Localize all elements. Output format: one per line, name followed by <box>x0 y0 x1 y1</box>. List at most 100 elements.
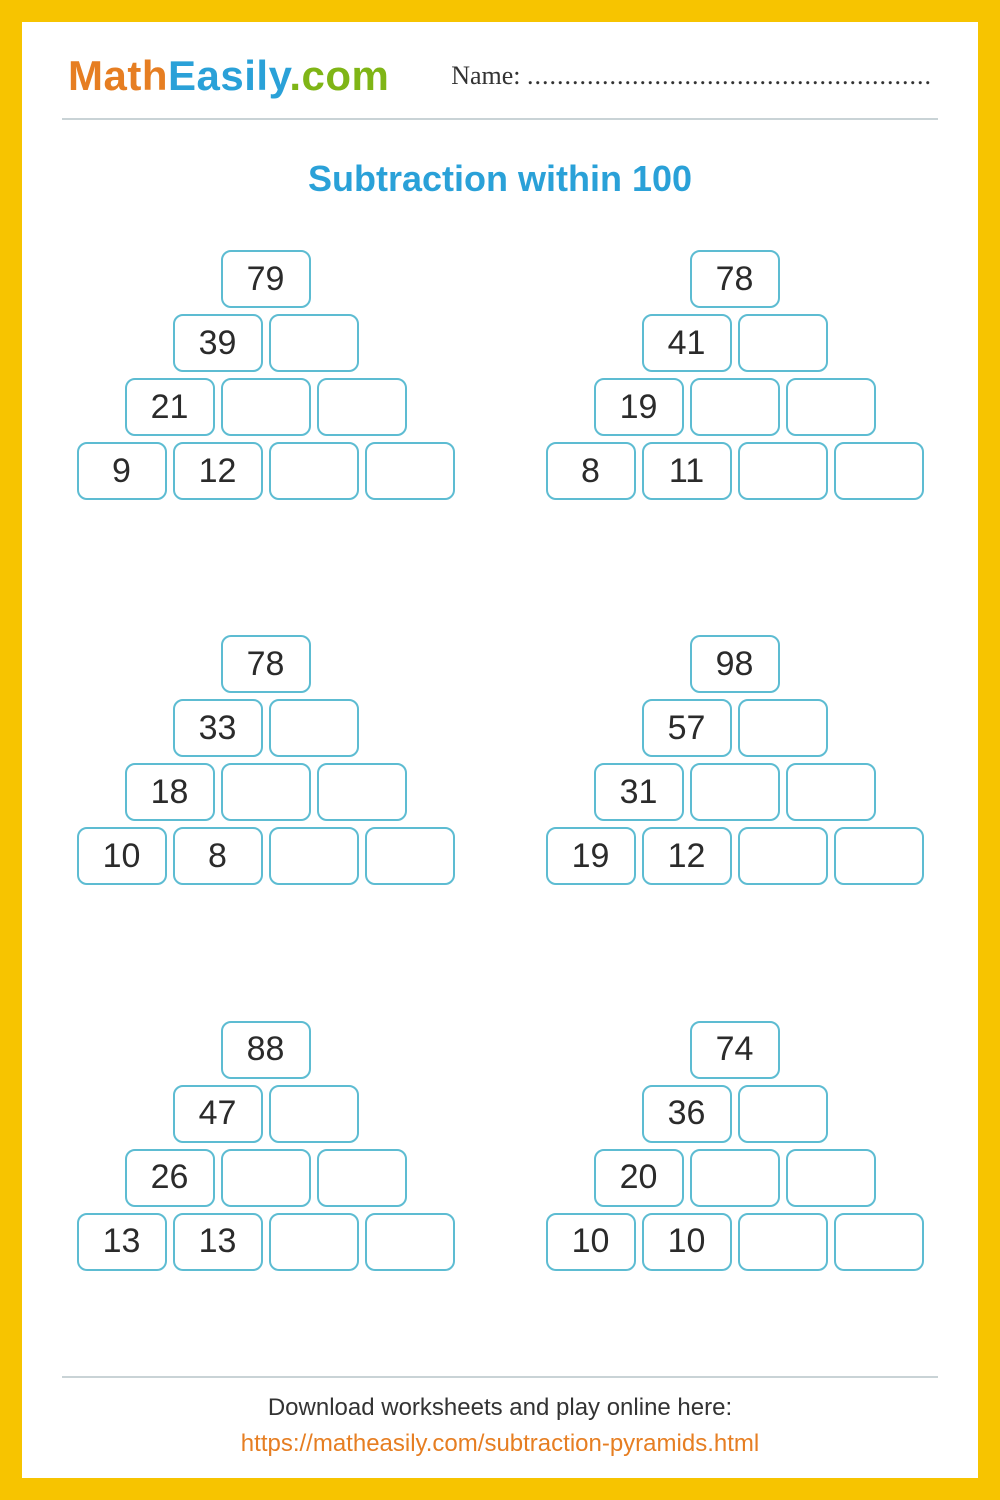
pyramid: 79 39 21 912 <box>66 250 465 575</box>
pyramid-cell: 98 <box>690 635 780 693</box>
pyramid-row: 811 <box>546 442 924 500</box>
pyramid-cell-empty <box>738 314 828 372</box>
pyramid-row: 41 <box>642 314 828 372</box>
pyramid-cell-empty <box>221 378 311 436</box>
pyramid-cell-empty <box>786 1149 876 1207</box>
pyramid-cell: 26 <box>125 1149 215 1207</box>
pyramid-row: 78 <box>690 250 780 308</box>
pyramid-cell: 21 <box>125 378 215 436</box>
pyramid-cell: 47 <box>173 1085 263 1143</box>
pyramid-row: 57 <box>642 699 828 757</box>
pyramid-row: 47 <box>173 1085 359 1143</box>
pyramid-cell-empty <box>269 699 359 757</box>
pyramid-cell-empty <box>317 1149 407 1207</box>
pyramid-cell-empty <box>269 442 359 500</box>
pyramid-cell: 36 <box>642 1085 732 1143</box>
pyramid-cell: 57 <box>642 699 732 757</box>
logo-part-3: .com <box>289 52 389 99</box>
pyramid-row: 74 <box>690 1021 780 1079</box>
pyramid-cell: 78 <box>690 250 780 308</box>
footer-link: https://matheasily.com/subtraction-pyram… <box>62 1430 938 1458</box>
pyramid-cell-empty <box>738 699 828 757</box>
pyramid-cell-empty <box>317 378 407 436</box>
pyramid-cell-empty <box>834 442 924 500</box>
pyramid-cell-empty <box>738 1213 828 1271</box>
pyramid-row: 18 <box>125 763 407 821</box>
pyramid-row: 21 <box>125 378 407 436</box>
worksheet-page: MathEasily.com Name: ...................… <box>0 0 1000 1500</box>
footer-text: Download worksheets and play online here… <box>62 1394 938 1422</box>
pyramid-cell: 79 <box>221 250 311 308</box>
pyramid-cell-empty <box>786 378 876 436</box>
pyramid-row: 26 <box>125 1149 407 1207</box>
pyramid-cell: 39 <box>173 314 263 372</box>
pyramid-cell-empty <box>738 1085 828 1143</box>
pyramid-grid: 7939219127841198117833181089857311912884… <box>62 250 938 1346</box>
pyramid-cell-empty <box>834 827 924 885</box>
pyramid: 98 57 31 1912 <box>535 635 934 960</box>
pyramid-cell: 10 <box>546 1213 636 1271</box>
pyramid-cell-empty <box>269 1085 359 1143</box>
pyramid-cell-empty <box>221 763 311 821</box>
pyramid-cell-empty <box>834 1213 924 1271</box>
pyramid-row: 31 <box>594 763 876 821</box>
pyramid-cell: 33 <box>173 699 263 757</box>
pyramid-row: 78 <box>221 635 311 693</box>
pyramid-cell-empty <box>269 314 359 372</box>
logo-part-2: Easily <box>168 52 289 99</box>
pyramid-cell-empty <box>365 442 455 500</box>
pyramid-cell: 13 <box>77 1213 167 1271</box>
pyramid-cell: 10 <box>77 827 167 885</box>
pyramid-cell-empty <box>269 827 359 885</box>
pyramid-row: 108 <box>77 827 455 885</box>
pyramid: 78 41 19 811 <box>535 250 934 575</box>
pyramid-cell: 12 <box>642 827 732 885</box>
pyramid-cell: 9 <box>77 442 167 500</box>
pyramid-cell: 31 <box>594 763 684 821</box>
pyramid-row: 1010 <box>546 1213 924 1271</box>
header-rule <box>62 118 938 120</box>
pyramid-cell: 13 <box>173 1213 263 1271</box>
pyramid-cell: 8 <box>173 827 263 885</box>
pyramid-cell: 19 <box>546 827 636 885</box>
pyramid-row: 1912 <box>546 827 924 885</box>
name-dotted-line: ........................................… <box>527 61 932 90</box>
pyramid-row: 79 <box>221 250 311 308</box>
logo-part-1: Math <box>68 52 168 99</box>
pyramid-cell: 20 <box>594 1149 684 1207</box>
footer-rule <box>62 1376 938 1378</box>
pyramid-cell: 10 <box>642 1213 732 1271</box>
pyramid-cell: 74 <box>690 1021 780 1079</box>
pyramid-cell-empty <box>365 827 455 885</box>
pyramid-cell-empty <box>317 763 407 821</box>
pyramid-cell-empty <box>690 378 780 436</box>
pyramid-row: 39 <box>173 314 359 372</box>
pyramid-cell-empty <box>365 1213 455 1271</box>
pyramid-row: 36 <box>642 1085 828 1143</box>
pyramid-cell-empty <box>690 1149 780 1207</box>
pyramid-row: 88 <box>221 1021 311 1079</box>
footer: Download worksheets and play online here… <box>62 1376 938 1458</box>
pyramid-cell: 12 <box>173 442 263 500</box>
name-label: Name: <box>451 61 520 90</box>
logo: MathEasily.com <box>68 52 389 100</box>
pyramid-cell: 88 <box>221 1021 311 1079</box>
header: MathEasily.com Name: ...................… <box>62 52 938 118</box>
pyramid-row: 20 <box>594 1149 876 1207</box>
worksheet-title: Subtraction within 100 <box>62 158 938 200</box>
pyramid-row: 1313 <box>77 1213 455 1271</box>
pyramid-cell-empty <box>269 1213 359 1271</box>
pyramid-cell: 18 <box>125 763 215 821</box>
pyramid-cell: 19 <box>594 378 684 436</box>
pyramid-cell-empty <box>786 763 876 821</box>
pyramid-cell: 11 <box>642 442 732 500</box>
pyramid: 74 36 20 1010 <box>535 1021 934 1346</box>
pyramid-cell-empty <box>738 442 828 500</box>
pyramid-row: 19 <box>594 378 876 436</box>
pyramid-row: 98 <box>690 635 780 693</box>
name-field: Name: ..................................… <box>451 61 932 91</box>
pyramid-cell-empty <box>738 827 828 885</box>
pyramid: 78 33 18 108 <box>66 635 465 960</box>
pyramid-row: 33 <box>173 699 359 757</box>
pyramid-cell: 8 <box>546 442 636 500</box>
